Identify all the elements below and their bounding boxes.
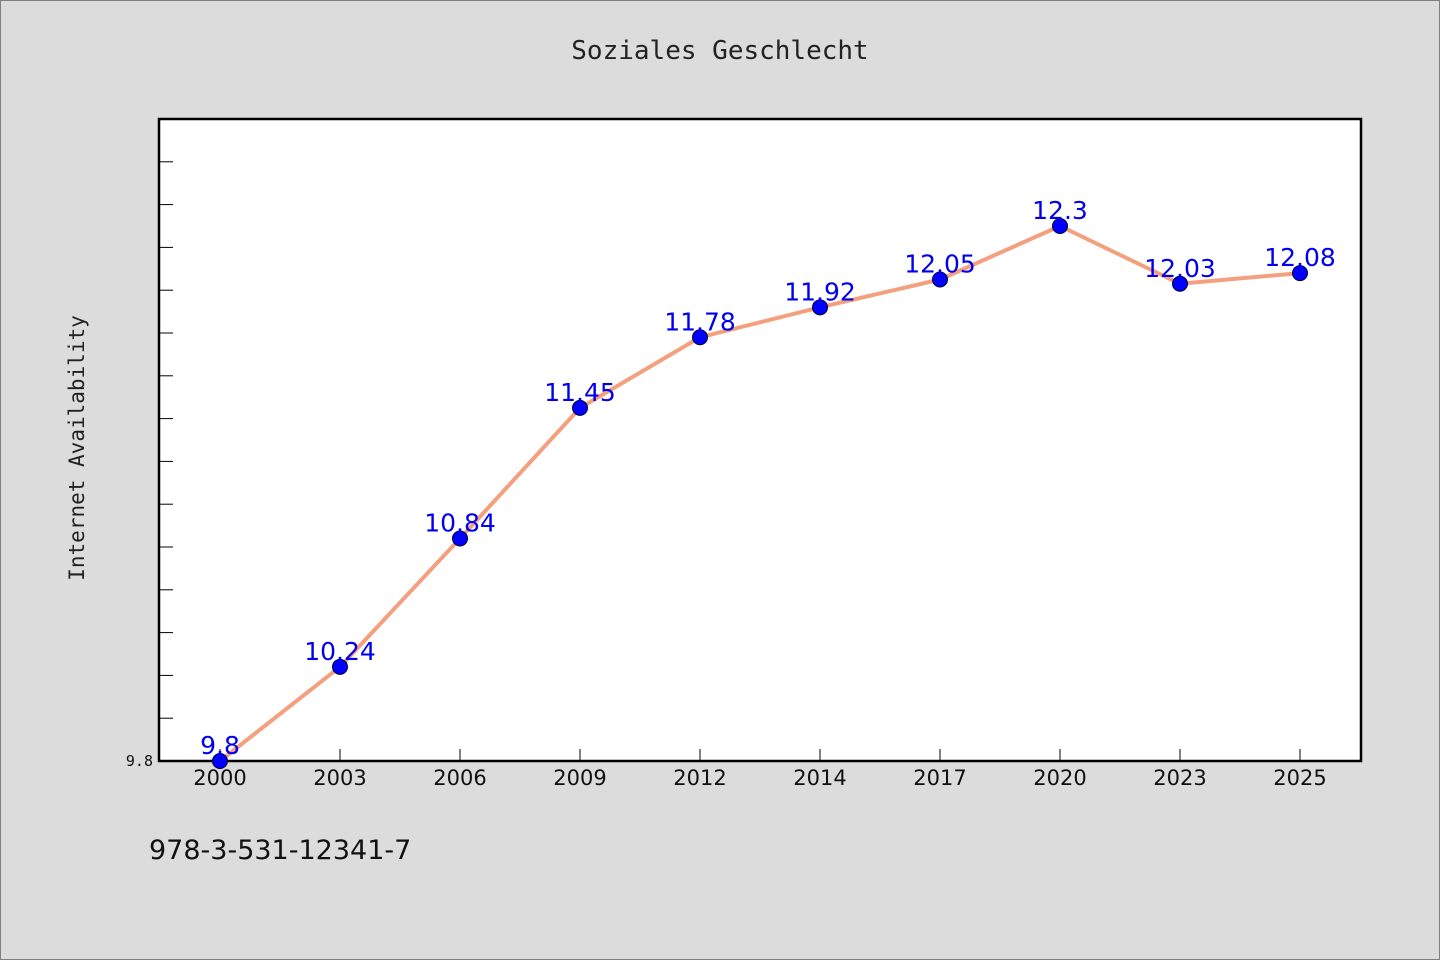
- y-tick-label: 9.8: [126, 752, 153, 770]
- x-tick-label: 2003: [313, 766, 366, 790]
- x-tick-label: 2020: [1033, 766, 1086, 790]
- x-tick-label: 2017: [913, 766, 966, 790]
- series-line-group: 9.8 10.24 10.84 11.45 11.78 11.92 12.05 12.3 12.…: [200, 196, 1336, 769]
- data-point: [1172, 275, 1188, 292]
- data-label: 11.45: [544, 378, 616, 407]
- data-label: 10.24: [304, 637, 376, 666]
- data-point: [452, 530, 468, 547]
- data-label: 12.3: [1032, 196, 1088, 225]
- data-label: 10.84: [424, 508, 496, 537]
- data-point: [1292, 265, 1308, 282]
- data-point: [212, 753, 228, 769]
- data-label: 9.8: [200, 731, 240, 760]
- data-label: 12.03: [1144, 254, 1216, 283]
- y-axis-label: Internet Availability: [65, 315, 89, 581]
- plot-area: [157, 117, 1363, 763]
- x-tick-label: 2012: [673, 766, 726, 790]
- data-point: [572, 399, 588, 416]
- x-axis-ticks: 2000 2003 2006 2009 2012 2014 2017 2020 2023 2025: [193, 749, 1327, 790]
- y-axis-ticks: 9.8: [126, 118, 173, 770]
- x-tick-label: 2006: [433, 766, 486, 790]
- chart-title: Soziales Geschlecht: [571, 36, 869, 66]
- data-label: 11.78: [664, 307, 736, 336]
- data-point: [932, 271, 948, 288]
- data-label: 11.92: [784, 277, 856, 306]
- x-tick-label: 2023: [1153, 766, 1206, 790]
- data-point: [812, 299, 828, 316]
- x-tick-label: 2000: [193, 766, 246, 790]
- data-point: [692, 329, 708, 346]
- x-tick-label: 2009: [553, 766, 606, 790]
- data-label: 12.05: [904, 250, 976, 279]
- data-point: [1052, 218, 1068, 234]
- series-line: [218, 224, 1301, 763]
- x-tick-label: 2014: [793, 766, 846, 790]
- x-tick-label: 2025: [1273, 766, 1326, 790]
- isbn-note: 978-3-531-12341-7: [149, 835, 412, 866]
- data-point: [332, 658, 348, 675]
- data-label: 12.08: [1264, 243, 1336, 272]
